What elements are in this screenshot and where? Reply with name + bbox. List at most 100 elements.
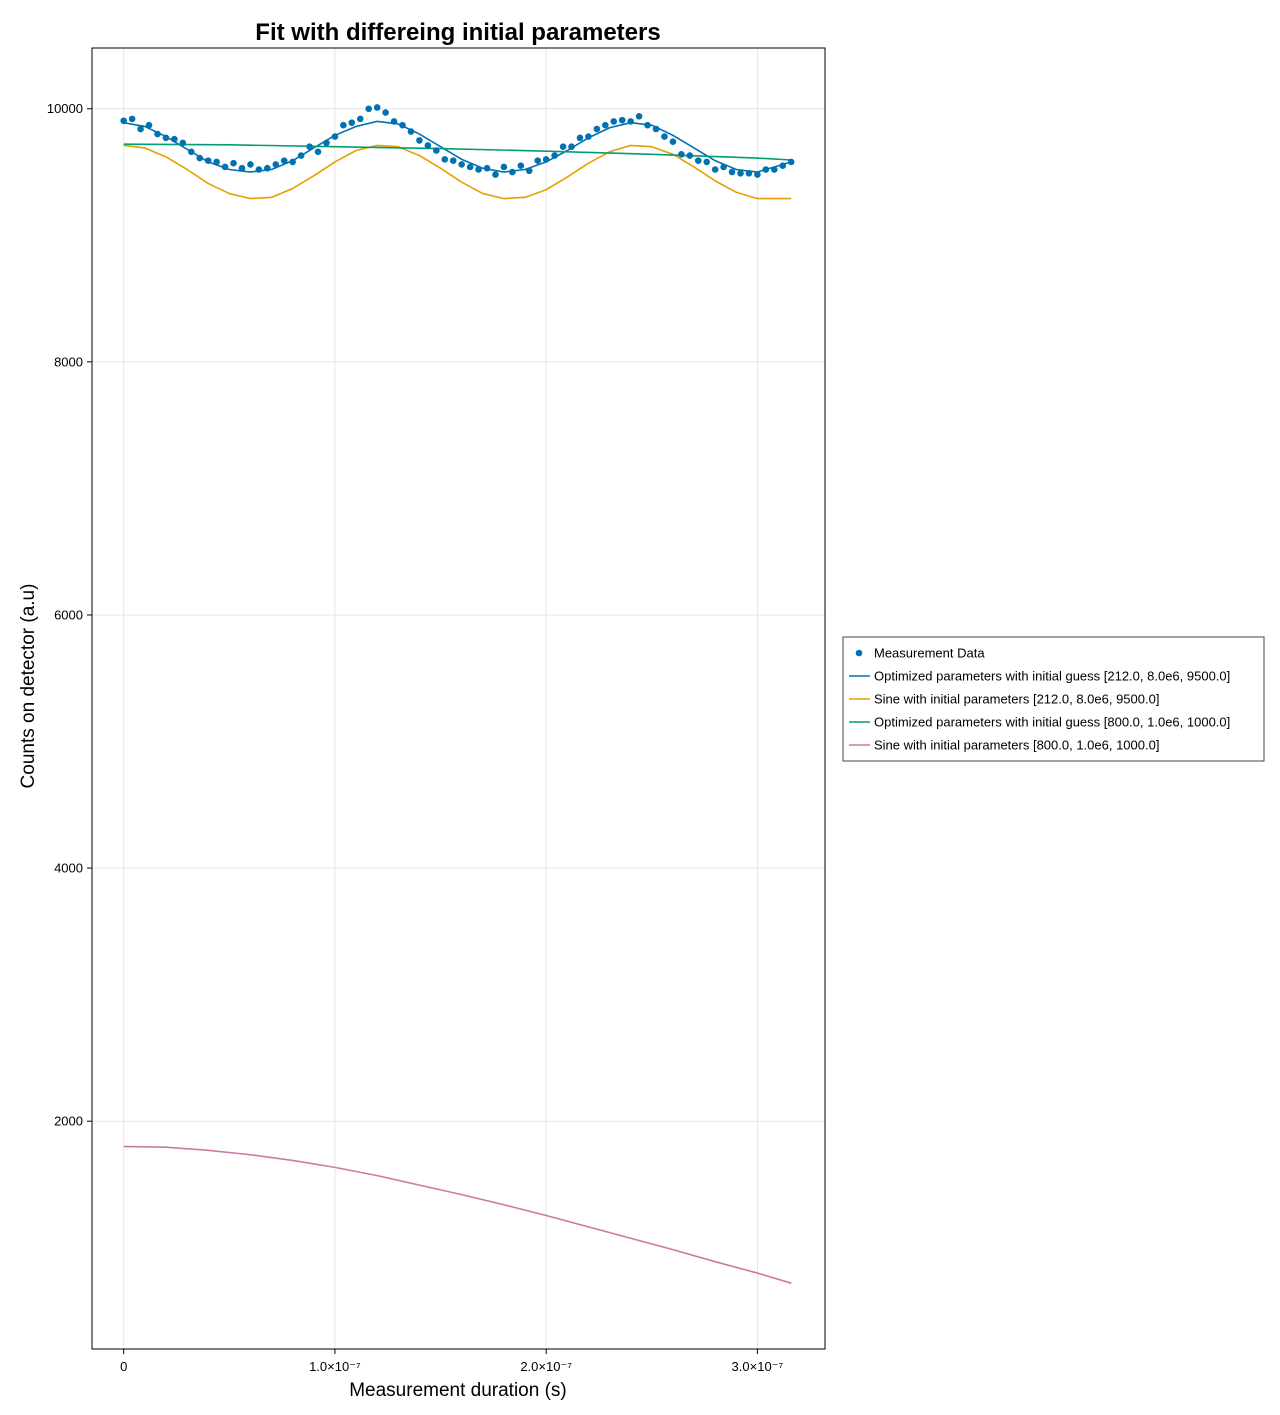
legend-label-4: Sine with initial parameters [800.0, 1.0…: [874, 738, 1159, 753]
data-point: [686, 152, 694, 159]
data-point: [255, 166, 263, 173]
y-tick-label-4: 10000: [47, 101, 83, 116]
y-axis-label: Counts on detector (a.u): [18, 584, 39, 789]
data-point: [509, 168, 516, 176]
data-point: [720, 163, 727, 171]
data-point: [771, 166, 778, 173]
x-tick-label-0: 0: [120, 1359, 127, 1374]
x-tick-label-1: 1.0×10⁻⁷: [309, 1359, 361, 1374]
data-point: [314, 148, 322, 156]
data-point: [779, 162, 787, 169]
data-point: [128, 115, 136, 123]
chart-title: Fit with differeing initial parameters: [255, 19, 660, 46]
data-point: [737, 169, 744, 177]
data-point: [323, 139, 330, 147]
data-point: [500, 163, 508, 171]
data-point: [694, 157, 702, 164]
y-tick-label-2: 6000: [54, 607, 83, 622]
data-point: [542, 156, 550, 163]
series-line-2: [123, 144, 792, 200]
data-point: [204, 157, 212, 164]
data-point: [635, 113, 643, 120]
data-point: [390, 118, 398, 125]
data-point: [669, 138, 677, 145]
data-point: [703, 158, 711, 166]
x-tick-label-3: 3.0×10⁻⁷: [732, 1359, 784, 1374]
data-point: [297, 152, 305, 159]
data-point: [348, 119, 356, 126]
data-point: [551, 152, 558, 159]
data-point: [433, 147, 440, 154]
grid-lines: [92, 48, 825, 1349]
data-point: [534, 157, 542, 164]
legend-marker-0: [855, 649, 863, 657]
data-point: [416, 137, 423, 144]
data-point: [602, 121, 609, 129]
data-point: [196, 154, 204, 162]
data-point: [711, 166, 719, 173]
data-point: [458, 161, 465, 168]
plot-frame: [91, 47, 826, 1350]
data-point: [137, 125, 144, 133]
data-point: [618, 116, 626, 124]
legend-frame: [842, 636, 1265, 762]
data-point: [627, 118, 634, 125]
data-point: [728, 168, 736, 176]
data-point: [745, 169, 753, 177]
data-point: [407, 128, 415, 135]
data-point: [120, 117, 127, 125]
y-tick-label-1: 4000: [54, 861, 83, 876]
data-point: [585, 133, 592, 140]
data-point: [331, 133, 339, 140]
legend-label-3: Optimized parameters with initial guess …: [874, 715, 1230, 730]
series-line-4: [123, 1145, 792, 1284]
data-point: [365, 105, 373, 113]
plot-series: [120, 104, 795, 1284]
data-point: [289, 158, 296, 166]
data-point: [145, 121, 153, 129]
data-point: [449, 157, 457, 164]
data-point: [179, 139, 187, 147]
data-point: [576, 134, 584, 142]
data-point: [230, 159, 237, 167]
data-point: [213, 158, 220, 166]
legend-label-0: Measurement Data: [874, 646, 985, 661]
y-tick-label-3: 8000: [54, 354, 83, 369]
data-point: [492, 171, 499, 178]
data-point: [644, 121, 651, 129]
data-point: [154, 130, 161, 138]
data-point: [517, 162, 525, 169]
data-point: [483, 164, 491, 172]
data-point: [280, 157, 288, 164]
data-point: [754, 171, 761, 178]
x-tick-label-2: 2.0×10⁻⁷: [520, 1359, 572, 1374]
series-line-3: [123, 143, 792, 161]
data-point: [525, 167, 533, 175]
data-point: [382, 109, 389, 116]
data-point: [568, 143, 575, 151]
data-point: [610, 118, 618, 125]
data-point: [373, 104, 381, 111]
data-point: [762, 166, 770, 173]
data-point: [306, 143, 313, 151]
y-tick-label-0: 2000: [54, 1114, 83, 1129]
data-point: [187, 148, 195, 156]
data-point: [340, 121, 347, 129]
legend-label-2: Sine with initial parameters [212.0, 8.0…: [874, 692, 1159, 707]
data-point: [247, 161, 254, 168]
axis-ticks: 0 1.0×10⁻⁷ 2.0×10⁻⁷ 3.0×10⁻⁷ 2000 4000 6000 800…: [47, 101, 784, 1374]
data-point: [424, 142, 432, 149]
data-point: [787, 158, 795, 166]
data-point: [559, 143, 567, 151]
data-point: [221, 163, 229, 171]
data-point: [356, 115, 364, 123]
data-point: [272, 161, 280, 168]
data-point: [264, 164, 271, 172]
x-axis-label: Measurement duration (s): [349, 1380, 567, 1401]
data-point: [475, 166, 482, 173]
series-line-1: [123, 120, 792, 173]
data-point: [171, 135, 178, 143]
legend: Measurement Data Optimized parameters wit…: [842, 636, 1265, 762]
data-point: [661, 133, 668, 140]
